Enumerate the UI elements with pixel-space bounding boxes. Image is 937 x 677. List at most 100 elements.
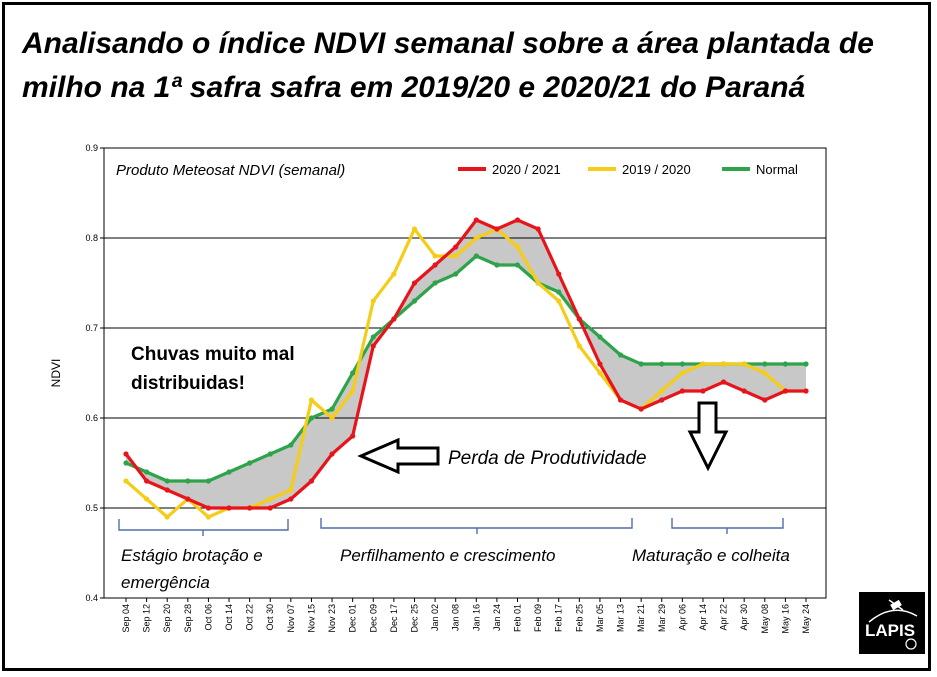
series-line-2	[125, 254, 806, 483]
data-point	[308, 415, 315, 421]
x-tick-label: Sep 12	[142, 604, 152, 633]
data-point	[535, 280, 541, 286]
x-tick-label: Apr 22	[719, 604, 729, 631]
data-point	[556, 271, 562, 277]
data-point	[514, 217, 521, 223]
data-point	[617, 352, 624, 358]
data-point	[350, 388, 356, 394]
y-tick-label: 0.7	[85, 323, 98, 333]
data-point	[164, 487, 170, 493]
data-point	[473, 235, 479, 241]
data-point	[782, 388, 788, 394]
data-point	[391, 271, 397, 277]
x-tick-label: Sep 28	[183, 604, 193, 633]
data-point	[123, 478, 129, 484]
data-point	[411, 280, 418, 286]
y-axis-ticks: 0.4 0.5 0.6 0.7 0.8 0.9	[85, 143, 104, 603]
data-point	[720, 379, 727, 385]
data-point	[164, 478, 170, 484]
x-tick-label: May 24	[801, 604, 811, 634]
data-point	[556, 289, 562, 295]
data-point	[617, 397, 624, 403]
data-point	[576, 343, 582, 349]
data-point	[185, 496, 191, 502]
y-tick-label: 0.6	[85, 413, 98, 423]
x-tick-label: Feb 01	[513, 604, 523, 632]
data-point	[597, 370, 603, 376]
data-point	[164, 514, 170, 520]
y-tick-label: 0.5	[85, 503, 98, 513]
data-point	[514, 244, 521, 250]
stage-2-label: Perfilhamento e crescimento	[340, 546, 555, 565]
lapis-logo: LAPIS	[859, 592, 925, 654]
rain-annotation-line-1: Chuvas muito mal	[131, 344, 295, 365]
image-frame	[2, 2, 931, 671]
stage-bracket-3	[671, 518, 784, 534]
stage-bracket-1	[118, 519, 289, 536]
data-point	[453, 271, 459, 277]
x-tick-label: Oct 22	[245, 604, 255, 631]
data-point	[370, 298, 376, 304]
x-tick-label: Sep 20	[162, 604, 172, 633]
data-point	[350, 370, 356, 376]
data-point	[679, 370, 685, 376]
x-tick-label: Oct 06	[203, 604, 213, 631]
data-point	[741, 361, 747, 367]
x-tick-label: Nov 07	[286, 604, 296, 633]
rain-annotation-line-2: distribuidas!	[131, 373, 245, 394]
data-point	[803, 388, 809, 394]
data-point	[288, 442, 294, 448]
x-tick-label: Jan 02	[430, 604, 440, 631]
data-point	[432, 280, 438, 286]
loss-annotation: Perda de Produtividade	[448, 448, 647, 469]
chart-series	[123, 217, 809, 520]
data-point	[782, 361, 788, 367]
series-line-0	[124, 218, 806, 510]
page-title: Analisando o índice NDVI semanal sobre a…	[22, 27, 874, 104]
data-point	[308, 478, 315, 484]
data-point	[576, 316, 582, 322]
data-point	[144, 469, 150, 475]
data-point	[762, 370, 768, 376]
data-point	[370, 334, 376, 340]
data-point	[288, 496, 294, 502]
x-tick-label: Mar 21	[636, 604, 646, 632]
down-arrow-icon	[687, 401, 729, 472]
data-point	[123, 451, 129, 457]
data-point	[185, 478, 191, 484]
x-tick-label: Feb 09	[533, 604, 543, 632]
data-point	[432, 253, 438, 259]
x-tick-label: May 08	[760, 604, 770, 634]
data-point	[123, 460, 129, 466]
x-axis-ticks: Sep 04 Sep 12 Sep 20 Sep 28 Oct 06 Oct 14 Oct …	[121, 598, 811, 634]
data-point	[247, 460, 253, 466]
chart-legend: 2020 / 2021 2019 / 2020 Normal	[458, 162, 798, 177]
x-tick-label: Mar 29	[657, 604, 667, 632]
data-point	[741, 388, 747, 394]
x-tick-label: Sep 04	[121, 604, 131, 633]
plot-area-border	[103, 147, 827, 599]
x-tick-label: Apr 06	[677, 604, 687, 631]
x-tick-label: Dec 09	[368, 604, 378, 633]
data-point	[679, 388, 685, 394]
data-point	[597, 361, 603, 367]
x-tick-label: Oct 14	[224, 604, 234, 631]
data-point	[494, 226, 500, 232]
data-point	[494, 262, 500, 268]
data-point	[453, 253, 459, 259]
data-point	[659, 397, 665, 403]
data-point	[144, 478, 150, 484]
data-point	[329, 406, 335, 412]
x-tick-label: Feb 25	[574, 604, 584, 632]
data-point	[205, 505, 212, 511]
x-tick-label: Dec 17	[389, 604, 399, 633]
x-tick-label: Feb 17	[554, 604, 564, 632]
data-point	[391, 316, 397, 322]
x-tick-label: May 16	[780, 604, 790, 634]
legend-label: Normal	[756, 162, 798, 177]
logo-text: LAPIS	[865, 621, 915, 640]
data-point	[226, 505, 232, 511]
left-arrow-icon	[357, 437, 440, 475]
data-point	[350, 433, 356, 439]
